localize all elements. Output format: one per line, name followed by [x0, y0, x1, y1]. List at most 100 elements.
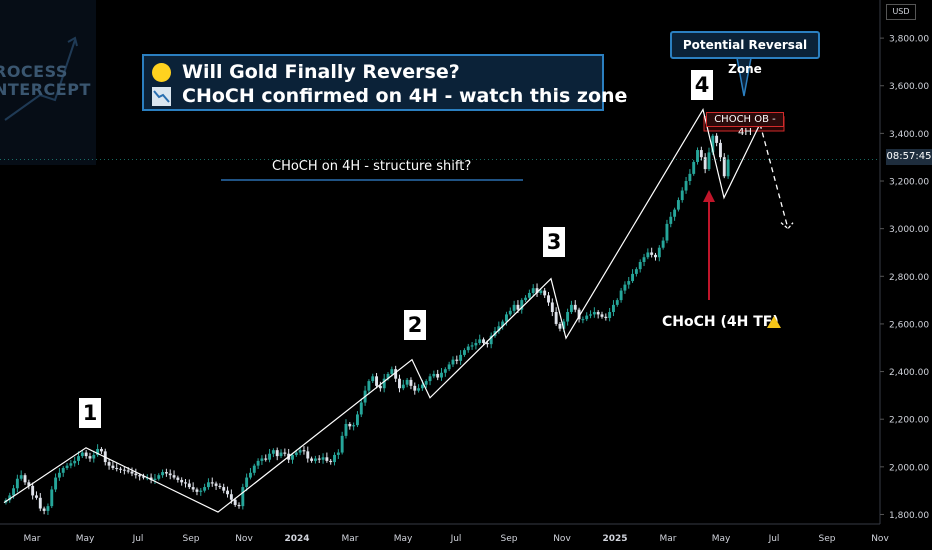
candle-body — [206, 482, 210, 488]
candle-body — [371, 376, 375, 382]
candle-body — [73, 460, 77, 464]
watermark-text-1: ROCESS — [0, 62, 68, 81]
candle-body — [138, 475, 142, 477]
candle-body — [711, 135, 715, 153]
candle-body — [470, 345, 474, 347]
candle-body — [218, 485, 222, 488]
candle-body — [164, 472, 168, 474]
candle-body — [424, 381, 428, 385]
candle-body — [520, 300, 524, 310]
candle-body — [631, 273, 635, 282]
x-tick-label: Jul — [132, 534, 144, 544]
candle-body — [680, 190, 684, 201]
structure-shift-note: CHoCH on 4H - structure shift? — [272, 159, 472, 174]
candle-body — [539, 290, 543, 293]
candle-body — [550, 302, 554, 313]
candle-body — [554, 312, 558, 324]
candle-body — [669, 216, 673, 224]
candle-body — [443, 369, 447, 373]
candle-body — [336, 452, 340, 455]
candle-body — [249, 472, 252, 478]
candle-body — [482, 339, 485, 343]
candle-body — [703, 157, 707, 170]
candle-body — [329, 460, 333, 463]
candle-body — [405, 379, 409, 385]
candle-body — [715, 135, 719, 143]
candle-body — [654, 254, 657, 258]
candle-body — [696, 150, 699, 162]
candle-body — [401, 384, 405, 389]
candle-body — [692, 161, 696, 174]
candle-body — [417, 388, 421, 391]
candle-body — [409, 379, 413, 386]
warning-icon — [767, 316, 781, 328]
candle-body — [168, 473, 172, 476]
candle-body — [466, 346, 470, 351]
candle-body — [566, 312, 570, 322]
candle-body — [436, 373, 440, 378]
candle-body — [325, 457, 329, 461]
candle-body — [604, 316, 608, 318]
candle-body — [96, 448, 100, 455]
candle-body — [661, 240, 665, 248]
candle-body — [23, 475, 27, 483]
candle-body — [84, 452, 88, 457]
candle-body — [268, 453, 272, 460]
candle-body — [214, 483, 218, 486]
x-tick-label: Mar — [660, 534, 677, 544]
y-tick-label: 2,600.00 — [889, 320, 929, 330]
candle-body — [157, 475, 161, 479]
candle-body — [149, 477, 153, 480]
candle-body — [172, 475, 176, 478]
candle-body — [161, 472, 165, 476]
candle-body — [390, 369, 394, 374]
candle-body — [547, 295, 550, 303]
choch-arrowhead — [703, 190, 715, 202]
candle-body — [275, 450, 279, 457]
x-tick-label: May — [394, 534, 413, 544]
chart-title: Will Gold Finally Reverse? — [182, 61, 460, 83]
candle-body — [585, 315, 589, 320]
candle-body — [627, 281, 631, 285]
currency-label[interactable]: USD — [886, 4, 916, 20]
x-tick-label: Mar — [24, 534, 41, 544]
candle-body — [428, 376, 432, 382]
candle-body — [497, 326, 501, 332]
candle-body — [279, 452, 283, 457]
x-tick-label: Nov — [871, 534, 889, 544]
candle-body — [184, 482, 187, 484]
candle-body — [420, 384, 424, 389]
candle-body — [38, 497, 42, 509]
candle-body — [440, 372, 443, 378]
candle-body — [12, 488, 16, 496]
chart-decreasing-glyph-icon — [153, 90, 170, 103]
candle-body — [8, 495, 12, 501]
candle-body — [650, 252, 654, 255]
candle-body — [203, 487, 207, 491]
candle-body — [222, 487, 226, 491]
candle-body — [489, 335, 493, 345]
candle-body — [229, 494, 233, 500]
current-price-tag: 08:57:45 — [886, 149, 932, 165]
candle-body — [77, 456, 80, 461]
candle-body — [54, 477, 58, 490]
candle-body — [42, 508, 46, 511]
x-tick-label: Sep — [501, 534, 518, 544]
candle-body — [573, 304, 577, 310]
candle-body — [642, 257, 646, 262]
candle-body — [271, 450, 275, 454]
candle-body — [726, 159, 730, 177]
candle-body — [180, 479, 184, 483]
candle-body — [19, 475, 23, 479]
y-tick-label: 1,800.00 — [889, 511, 929, 521]
candle-body — [378, 385, 382, 389]
candle-body — [256, 460, 260, 466]
candle-body — [608, 312, 612, 318]
candle-body — [531, 288, 535, 293]
candle-body — [298, 450, 302, 453]
candle-body — [340, 435, 344, 453]
candle-body — [718, 142, 722, 158]
reversal-zone-callout: Potential Reversal Zone — [670, 31, 820, 76]
candle-body — [699, 150, 703, 158]
